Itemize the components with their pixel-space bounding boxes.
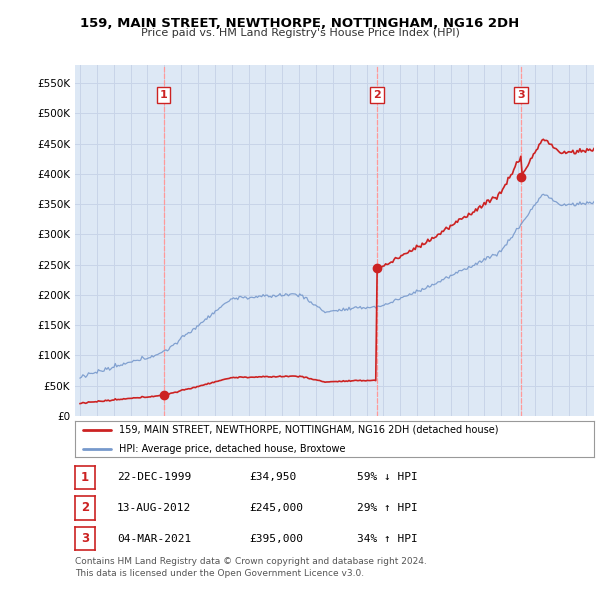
Text: Contains HM Land Registry data © Crown copyright and database right 2024.
This d: Contains HM Land Registry data © Crown c… <box>75 557 427 578</box>
Text: 159, MAIN STREET, NEWTHORPE, NOTTINGHAM, NG16 2DH (detached house): 159, MAIN STREET, NEWTHORPE, NOTTINGHAM,… <box>119 425 499 435</box>
Text: 59% ↓ HPI: 59% ↓ HPI <box>357 473 418 482</box>
Text: 22-DEC-1999: 22-DEC-1999 <box>117 473 191 482</box>
Text: 04-MAR-2021: 04-MAR-2021 <box>117 534 191 543</box>
Text: 13-AUG-2012: 13-AUG-2012 <box>117 503 191 513</box>
Text: 2: 2 <box>373 90 381 100</box>
Text: £395,000: £395,000 <box>249 534 303 543</box>
Text: 159, MAIN STREET, NEWTHORPE, NOTTINGHAM, NG16 2DH: 159, MAIN STREET, NEWTHORPE, NOTTINGHAM,… <box>80 17 520 30</box>
Text: £245,000: £245,000 <box>249 503 303 513</box>
Text: 34% ↑ HPI: 34% ↑ HPI <box>357 534 418 543</box>
Text: 29% ↑ HPI: 29% ↑ HPI <box>357 503 418 513</box>
Text: £34,950: £34,950 <box>249 473 296 482</box>
Text: 2: 2 <box>81 502 89 514</box>
Text: 1: 1 <box>81 471 89 484</box>
Text: Price paid vs. HM Land Registry's House Price Index (HPI): Price paid vs. HM Land Registry's House … <box>140 28 460 38</box>
Text: HPI: Average price, detached house, Broxtowe: HPI: Average price, detached house, Brox… <box>119 444 346 454</box>
Text: 3: 3 <box>81 532 89 545</box>
Text: 3: 3 <box>517 90 525 100</box>
Text: 1: 1 <box>160 90 167 100</box>
